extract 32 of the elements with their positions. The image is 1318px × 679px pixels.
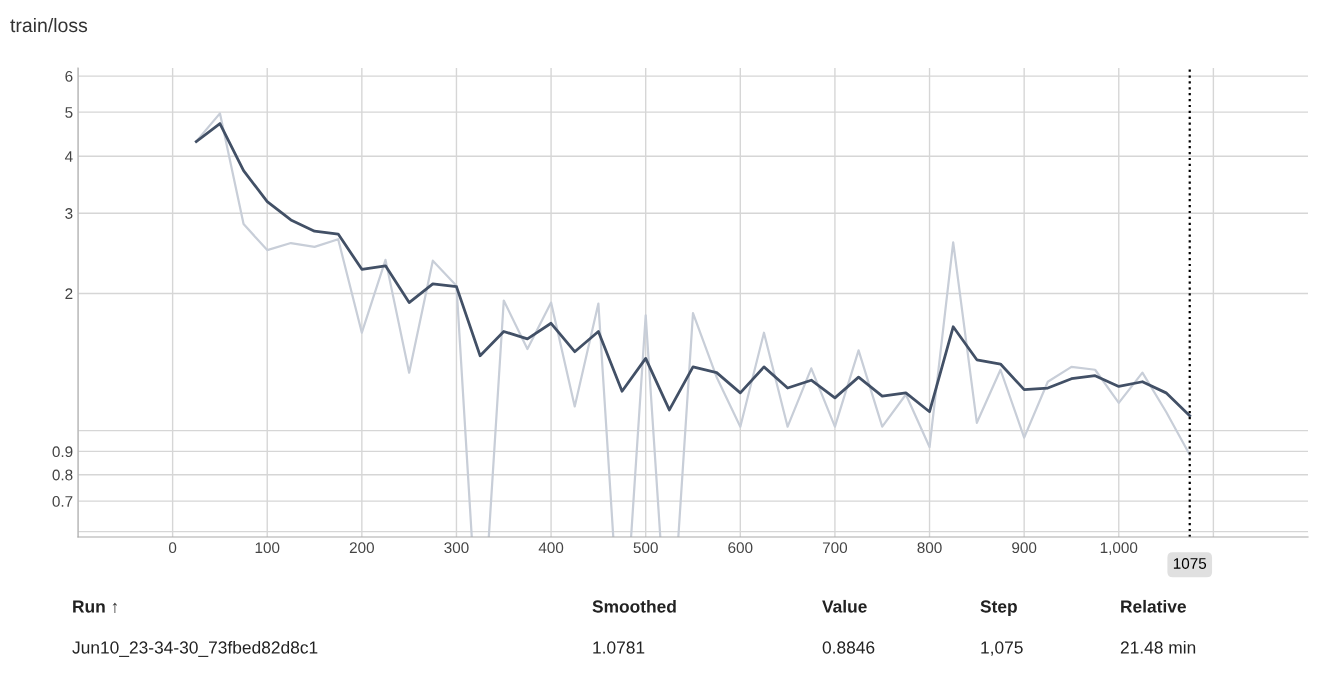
x-tick-label: 1,000 [1100,542,1138,555]
x-tick-label: 900 [1012,542,1037,554]
text: Run ↑ [73,600,117,614]
y-tick-label: 3 [65,208,73,219]
text: 1.0781 [593,641,645,654]
x-tick-label: 0 [168,542,177,554]
x-tick-label: 300 [444,542,469,554]
chart-title: train/loss [10,17,88,33]
text: 0.8846 [822,641,875,654]
y-tick-label: 5 [65,107,73,118]
text: Relative [1121,599,1186,613]
x-tick-label: 600 [728,542,753,554]
ref-line-label: 1075 [1173,558,1207,569]
x-tick-label: 400 [538,542,564,554]
y-tick-label: 0.9 [52,446,73,458]
y-tick-label: 6 [65,70,73,82]
text: Step [980,600,1017,617]
y-tick-label: 2 [65,288,73,299]
text: 21.48 min [1120,640,1196,654]
x-tick-label: 100 [255,542,280,554]
text: Smoothed [592,599,676,613]
y-tick-label: 0.7 [52,496,73,507]
y-tick-label: 0.8 [52,469,73,481]
text: Value [822,599,867,613]
y-tick-label: 4 [64,151,73,162]
text: 1,075 [981,641,1023,656]
x-tick-label: 500 [633,542,658,554]
line-series [194,122,1192,418]
x-tick-label: 200 [349,542,374,554]
x-tick-label: 700 [822,542,848,554]
text: Jun10_23-34-30_73fbed82d8c1 [72,640,318,657]
x-tick-label: 800 [917,542,942,554]
